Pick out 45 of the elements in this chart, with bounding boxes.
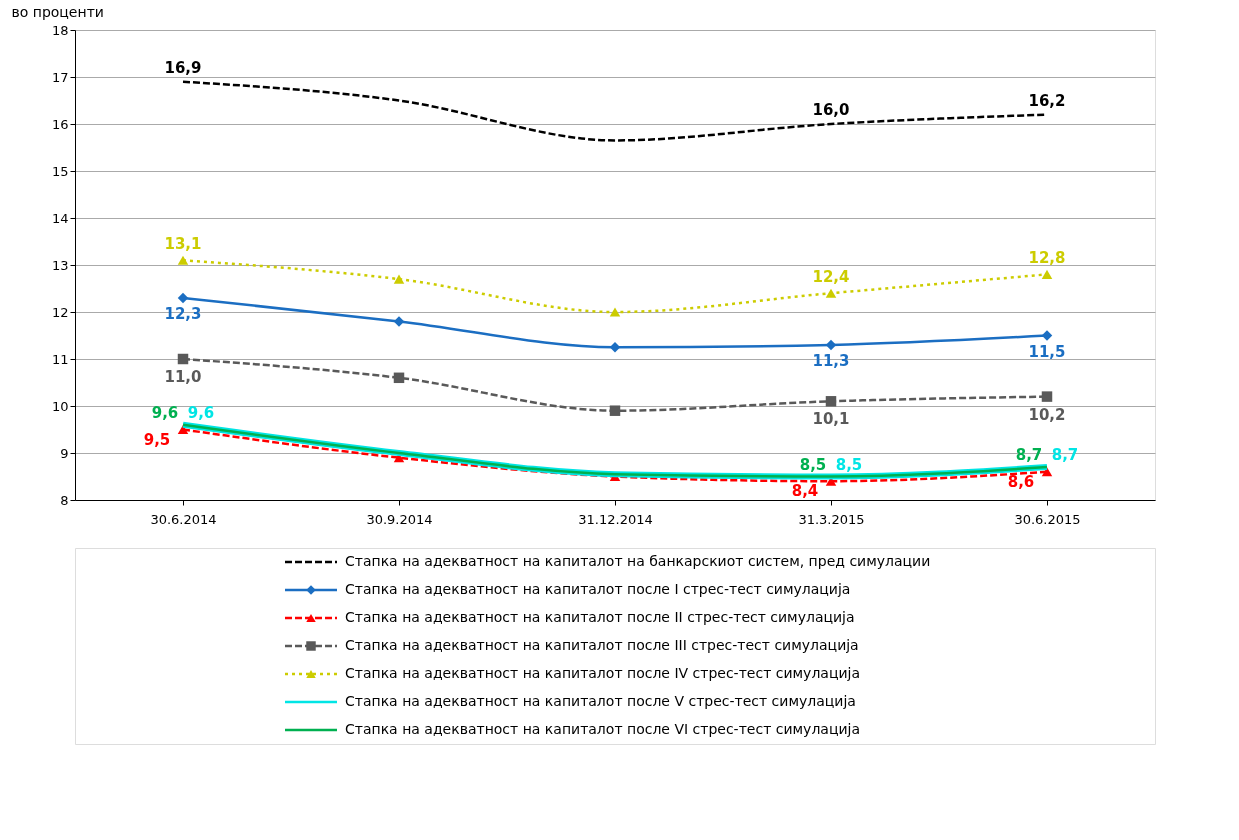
legend-label: Стапка на адекватност на капиталот после II стрес-тест симулација	[345, 609, 855, 625]
chart-title: во проценти	[11, 4, 104, 20]
y-tick-label: 12	[51, 304, 69, 320]
x-tick-label: 31.12.2014	[578, 511, 653, 527]
legend-label: Стапка на адекватност на капиталот на банкарскиот систем, пред симулации	[345, 553, 931, 569]
data-label: 16,9	[164, 58, 202, 77]
data-label: 16,2	[1028, 91, 1066, 110]
data-label: 12,3	[164, 304, 202, 323]
legend-label: Стапка на адекватност на капиталот после V стрес-тест симулација	[345, 693, 856, 709]
x-tick-label: 30.6.2015	[1014, 511, 1081, 527]
data-label: 8,5	[799, 455, 827, 474]
data-label: 9,6	[151, 403, 179, 422]
y-tick-label: 10	[51, 398, 69, 414]
data-label: 8,4	[791, 482, 819, 501]
data-label: 8,7	[1051, 446, 1079, 465]
legend-label: Стапка на адекватност на капиталот после III стрес-тест симулација	[345, 637, 859, 653]
x-tick-label: 30.9.2014	[366, 511, 433, 527]
data-label: 8,7	[1015, 446, 1043, 465]
data-label: 10,2	[1028, 405, 1066, 424]
y-tick-label: 13	[51, 257, 69, 273]
y-tick-label: 14	[51, 210, 69, 226]
y-tick-label: 11	[51, 351, 69, 367]
data-label: 9,5	[143, 430, 171, 449]
data-label: 11,0	[164, 368, 202, 386]
data-label: 13,1	[164, 235, 202, 254]
data-label: 12,4	[812, 268, 850, 287]
legend-label: Стапка на адекватност на капиталот после IV стрес-тест симулација	[345, 665, 861, 681]
data-label: 11,5	[1028, 342, 1066, 361]
data-label: 10,1	[812, 410, 850, 429]
legend-label: Стапка на адекватност на капиталот после VI стрес-тест симулација	[345, 721, 861, 737]
data-label: 16,0	[812, 101, 850, 119]
y-tick-label: 16	[51, 116, 69, 132]
legend-label: Стапка на адекватност на капиталот после I стрес-тест симулација	[345, 581, 851, 597]
data-label: 8,6	[1007, 472, 1035, 491]
data-label: 9,6	[187, 403, 215, 422]
y-tick-label: 18	[51, 22, 69, 38]
y-tick-label: 17	[51, 69, 69, 85]
y-tick-label: 9	[60, 445, 69, 461]
y-tick-label: 15	[51, 163, 69, 179]
y-tick-label: 8	[60, 492, 69, 508]
data-label: 12,8	[1028, 249, 1066, 268]
data-label: 11,3	[812, 351, 850, 370]
data-label: 8,5	[835, 455, 863, 474]
x-tick-label: 30.6.2014	[150, 511, 217, 527]
x-tick-label: 31.3.2015	[798, 511, 865, 527]
